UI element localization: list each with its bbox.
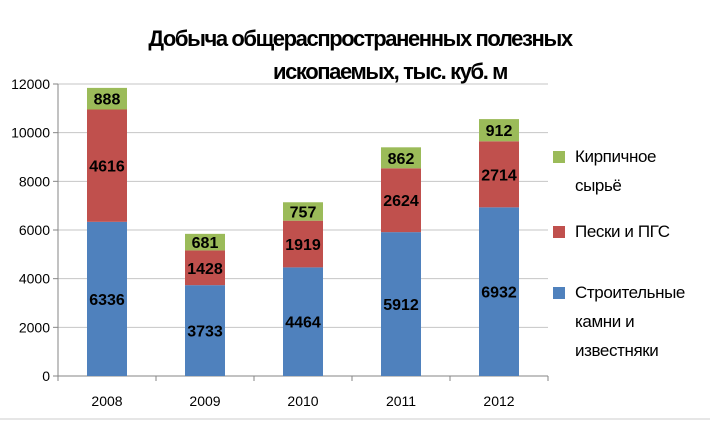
bar-segment: [283, 267, 323, 376]
data-label: 2714: [481, 167, 517, 184]
x-tick-label: 2011: [386, 393, 416, 409]
y-tick-label: 12000: [11, 76, 50, 92]
y-tick-label: 8000: [19, 173, 50, 189]
legend: Кирпичное сырьё Пески и ПГС Строительные…: [553, 142, 710, 365]
frame-bottom-line: [0, 418, 710, 420]
y-tick-label: 10000: [11, 125, 50, 141]
data-label: 2624: [383, 193, 419, 210]
y-tick-label: 6000: [19, 222, 50, 238]
bar-segment: [479, 207, 519, 376]
bar-segment: [479, 119, 519, 142]
data-label: 888: [94, 92, 121, 109]
bar-segment: [381, 232, 421, 376]
bar-segment: [283, 202, 323, 221]
x-tick-label: 2008: [91, 393, 122, 409]
bar-segment: [87, 87, 127, 110]
chart-title-line-2: ископаемых, тыс. куб. м: [272, 59, 508, 84]
bar-segment: [185, 250, 225, 286]
legend-label-peski-line-1: Пески и ПГС: [575, 222, 670, 241]
bar-segment: [381, 147, 421, 169]
bar-segment: [283, 220, 323, 268]
legend-label-kirpich-line-2: сырьё: [575, 176, 622, 195]
bar-segment: [185, 233, 225, 251]
bar-segment: [479, 141, 519, 208]
data-label: 681: [192, 235, 219, 252]
legend-label-stroit-line-2: камни и: [575, 312, 635, 331]
data-label: 1919: [285, 237, 321, 254]
legend-swatch-kirpich: [553, 151, 565, 163]
data-label: 862: [388, 151, 415, 168]
y-tick-label: 0: [42, 368, 50, 384]
bar-segment: [87, 109, 127, 222]
data-label: 5912: [383, 297, 419, 314]
data-label: 4616: [89, 159, 125, 176]
data-label: 6336: [89, 292, 125, 309]
x-tick-label: 2010: [287, 393, 318, 409]
data-label: 3733: [187, 324, 223, 341]
legend-label-stroit-line-1: Строительные: [575, 283, 685, 302]
x-tick-label: 2012: [483, 393, 514, 409]
chart-title-line-1: Добыча общераспространенных полезных: [148, 26, 573, 51]
legend-swatch-stroit: [553, 287, 565, 299]
chart-title: Добыча общераспространенных полезных иск…: [60, 22, 660, 88]
data-label: 6932: [481, 285, 517, 302]
legend-swatch-peski: [553, 226, 565, 238]
legend-item-kirpich: Кирпичное сырьё: [553, 142, 710, 200]
legend-item-stroit: Строительные камни и известняки: [553, 278, 710, 365]
bar-segment: [87, 221, 127, 376]
legend-label-kirpich-line-1: Кирпичное: [575, 147, 657, 166]
y-tick-label: 4000: [19, 271, 50, 287]
legend-label-stroit-line-3: известняки: [575, 341, 659, 360]
bar-segment: [185, 285, 225, 376]
data-label: 1428: [187, 261, 223, 278]
data-label: 912: [486, 123, 513, 140]
data-label: 757: [290, 204, 317, 221]
bar-segment: [381, 168, 421, 233]
y-tick-label: 2000: [19, 319, 50, 335]
data-label: 4464: [285, 315, 321, 332]
x-tick-label: 2009: [189, 393, 220, 409]
legend-item-peski: Пески и ПГС: [553, 217, 710, 246]
